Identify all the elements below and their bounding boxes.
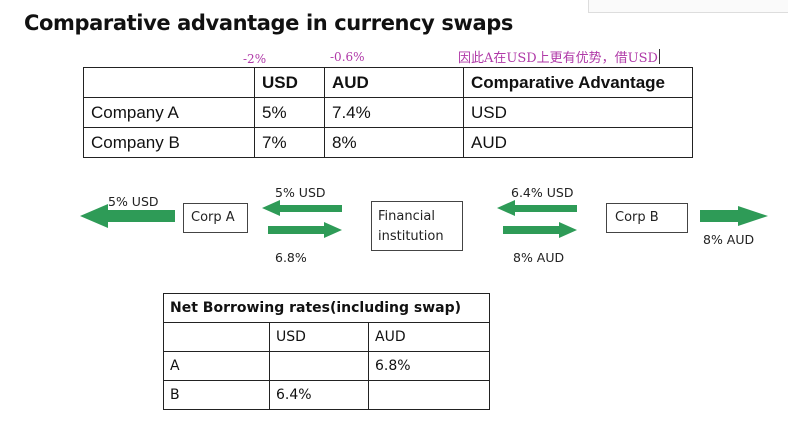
- table-cell: 5%: [254, 97, 325, 128]
- table-cell: 8%: [324, 127, 464, 158]
- table-header-aud: AUD: [368, 322, 490, 352]
- table-cell: [269, 351, 369, 381]
- arrow-b-out: [700, 206, 768, 226]
- table-cell: A: [163, 351, 270, 381]
- table-cell: 6.4%: [269, 380, 369, 410]
- corp-a-label: Corp A: [191, 210, 235, 225]
- table-title-row: Net Borrowing rates(including swap): [163, 293, 490, 323]
- table-header-comparative-advantage: Comparative Advantage: [463, 67, 693, 98]
- table-cell: B: [163, 380, 270, 410]
- fi-label-line2: institution: [378, 229, 444, 244]
- arrow-fi-to-b: [503, 222, 577, 238]
- label-a-in-top: 5% USD: [275, 185, 326, 200]
- table-row: A 6.8%: [163, 351, 490, 381]
- window-edge: [588, 0, 788, 13]
- chinese-note-text: 因此A在USD上更有优势，借USD: [458, 51, 658, 66]
- corp-a-box: Corp A: [183, 203, 248, 233]
- corp-b-label: Corp B: [615, 210, 659, 225]
- table-header-usd: USD: [254, 67, 325, 98]
- table-header-row: USD AUD: [163, 322, 490, 352]
- label-a-out: 5% USD: [108, 194, 159, 209]
- table-cell: USD: [463, 97, 693, 128]
- net-borrowing-table: Net Borrowing rates(including swap) USD …: [163, 293, 490, 410]
- table-cell: 7%: [254, 127, 325, 158]
- usd-diff-annotation: -2%: [243, 52, 267, 66]
- table-cell: AUD: [463, 127, 693, 158]
- table-row: B 6.4%: [163, 380, 490, 410]
- arrow-b-to-fi: [497, 200, 577, 216]
- table-row: Company A 5% 7.4% USD: [83, 97, 693, 128]
- aud-diff-annotation: -0.6%: [330, 50, 365, 64]
- label-b-in-top: 6.4% USD: [511, 185, 574, 200]
- label-a-out-bottom: 6.8%: [275, 250, 307, 265]
- comparative-advantage-table: USD AUD Comparative Advantage Company A …: [83, 67, 693, 158]
- slide-title: Comparative advantage in currency swaps: [24, 11, 513, 35]
- table-cell: [163, 322, 270, 352]
- table-cell: Company A: [83, 97, 255, 128]
- arrow-a-to-fi: [268, 222, 342, 238]
- table-cell: Company B: [83, 127, 255, 158]
- net-borrowing-title: Net Borrowing rates(including swap): [163, 293, 490, 323]
- corp-b-box: Corp B: [606, 203, 688, 233]
- financial-institution-box: Financial institution: [371, 201, 463, 251]
- table-header-row: USD AUD Comparative Advantage: [83, 67, 693, 98]
- table-cell: [368, 380, 490, 410]
- table-row: Company B 7% 8% AUD: [83, 127, 693, 158]
- table-header-usd: USD: [269, 322, 369, 352]
- arrow-fi-to-a: [262, 200, 342, 216]
- chinese-note[interactable]: 因此A在USD上更有优势，借USD: [458, 47, 660, 66]
- label-b-out: 8% AUD: [703, 232, 755, 247]
- arrow-a-out: [80, 204, 175, 228]
- fi-label-line1: Financial: [378, 209, 435, 224]
- text-cursor: [658, 49, 660, 64]
- label-b-out-bottom: 8% AUD: [513, 250, 565, 265]
- table-cell: 6.8%: [368, 351, 490, 381]
